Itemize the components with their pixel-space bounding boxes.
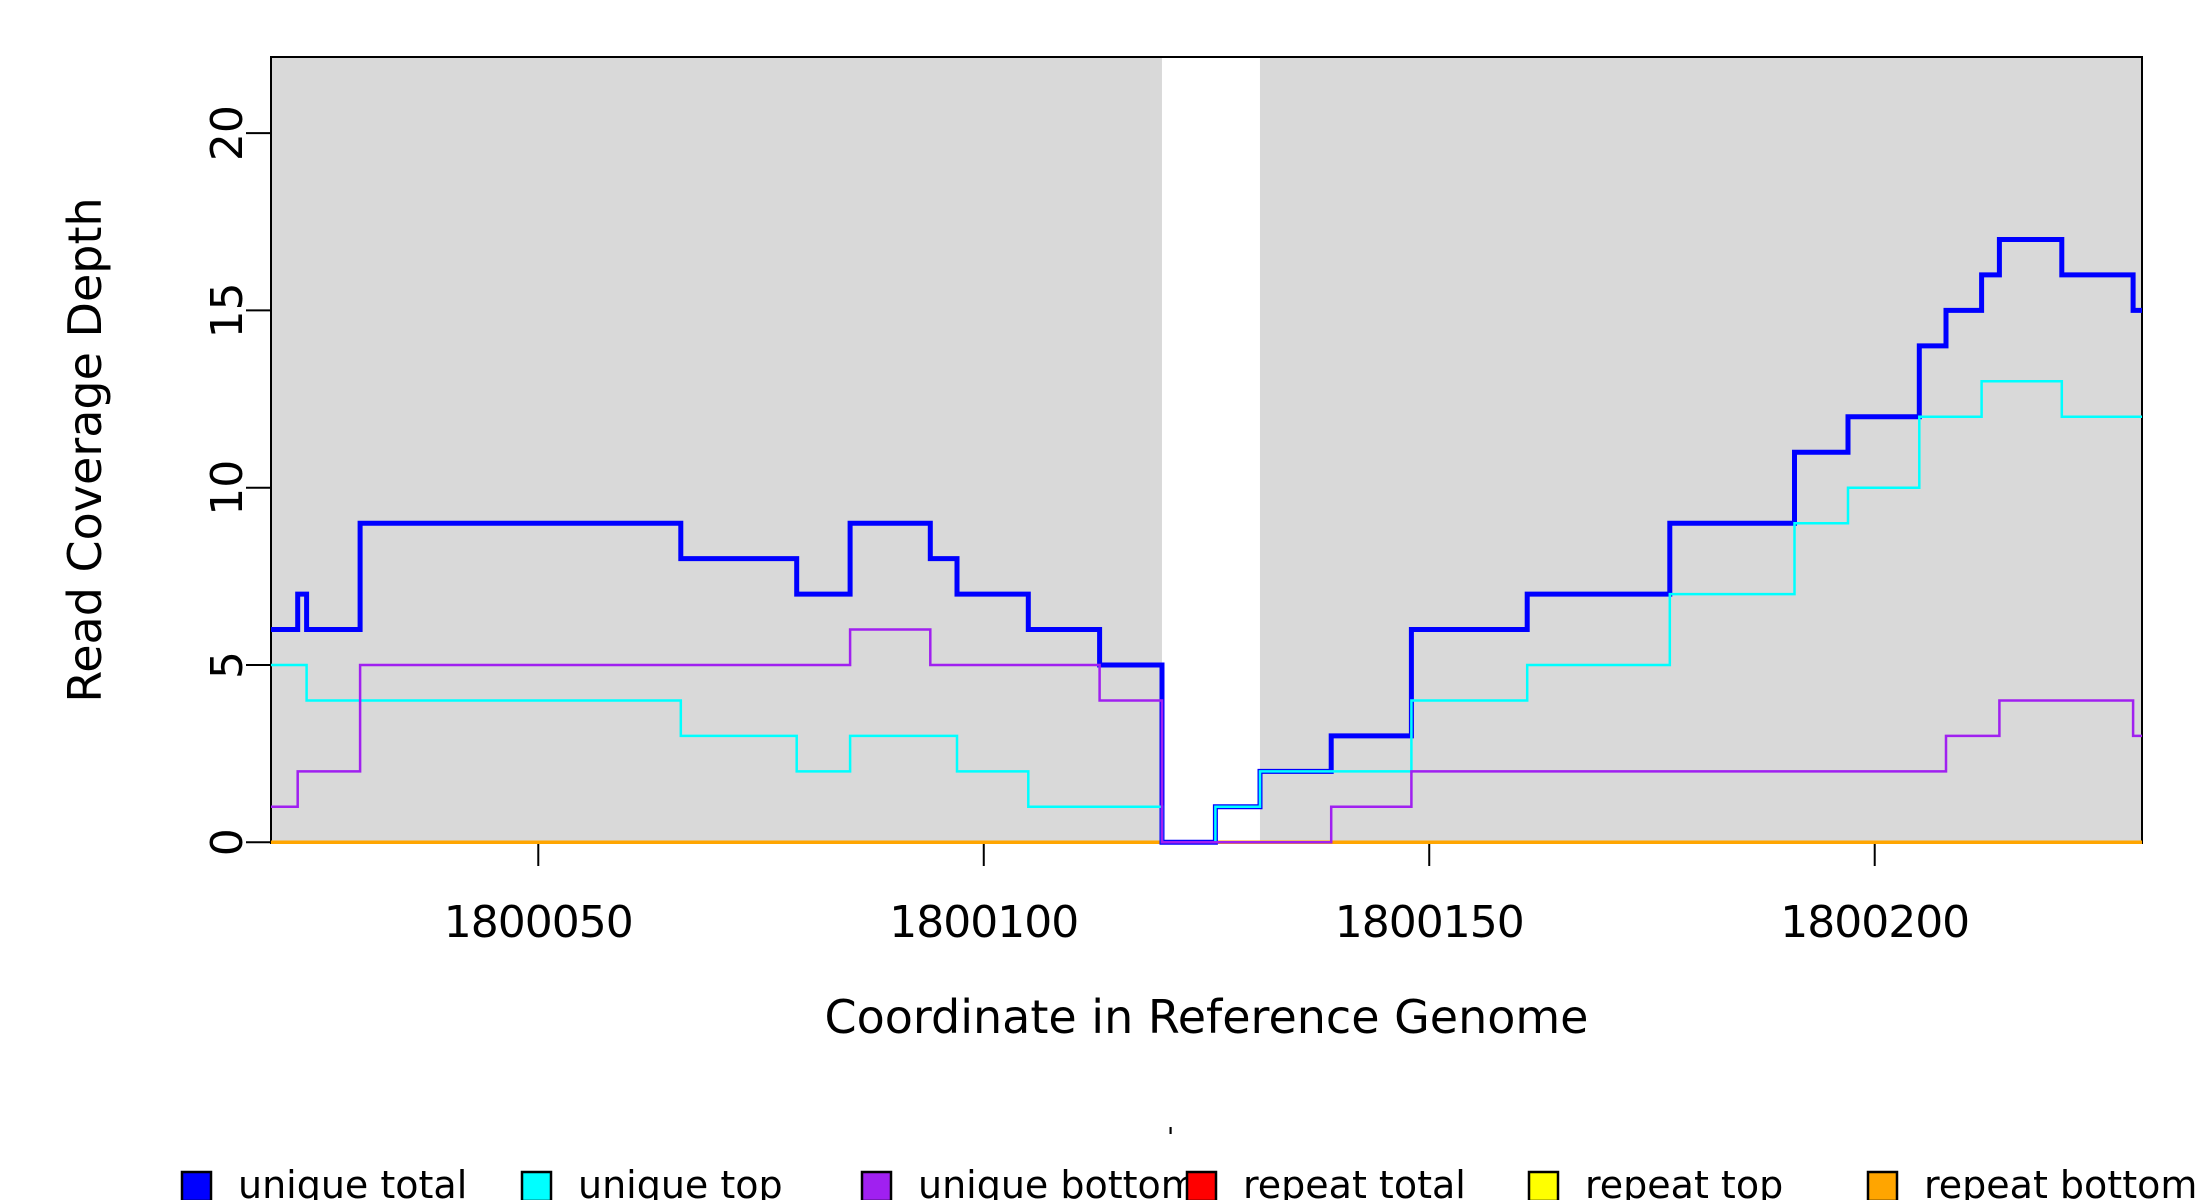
x-axis-title: Coordinate in Reference Genome	[825, 990, 1589, 1044]
shaded-region	[1259, 58, 2142, 843]
y-tick-label: 15	[202, 282, 253, 338]
stray-mark: '	[1167, 1123, 1174, 1153]
series-unique-bottom	[271, 628, 2142, 844]
y-tick-label: 20	[202, 105, 253, 161]
legend-label-repeat-total: repeat total	[1243, 1163, 1466, 1200]
legend-swatch-repeat-total	[1185, 1170, 1218, 1203]
y-tick-label: 5	[202, 651, 253, 679]
y-axis-title: Read Coverage Depth	[58, 197, 112, 702]
x-tick-label: 1800100	[889, 897, 1078, 948]
legend-swatch-unique-bottom	[860, 1170, 893, 1203]
legend-label-repeat-bottom: repeat bottom	[1924, 1163, 2197, 1200]
legend-label-repeat-top: repeat top	[1585, 1163, 1783, 1200]
legend-swatch-repeat-bottom	[1866, 1170, 1899, 1203]
y-tick-label: 10	[202, 460, 253, 516]
x-tick-label: 1800150	[1335, 897, 1524, 948]
legend-swatch-unique-total	[180, 1170, 213, 1203]
y-tick-label: 0	[202, 828, 253, 856]
x-tick-label: 1800200	[1780, 897, 1969, 948]
legend-label-unique-bottom: unique bottom	[918, 1163, 1198, 1200]
shaded-region	[271, 58, 1162, 843]
x-tick-label: 1800050	[444, 897, 633, 948]
series-unique-top	[271, 380, 2142, 844]
legend-label-unique-total: unique total	[238, 1163, 467, 1200]
legend-label-unique-top: unique top	[578, 1163, 783, 1200]
legend-swatch-unique-top	[520, 1170, 553, 1203]
legend-swatch-repeat-top	[1527, 1170, 1560, 1203]
